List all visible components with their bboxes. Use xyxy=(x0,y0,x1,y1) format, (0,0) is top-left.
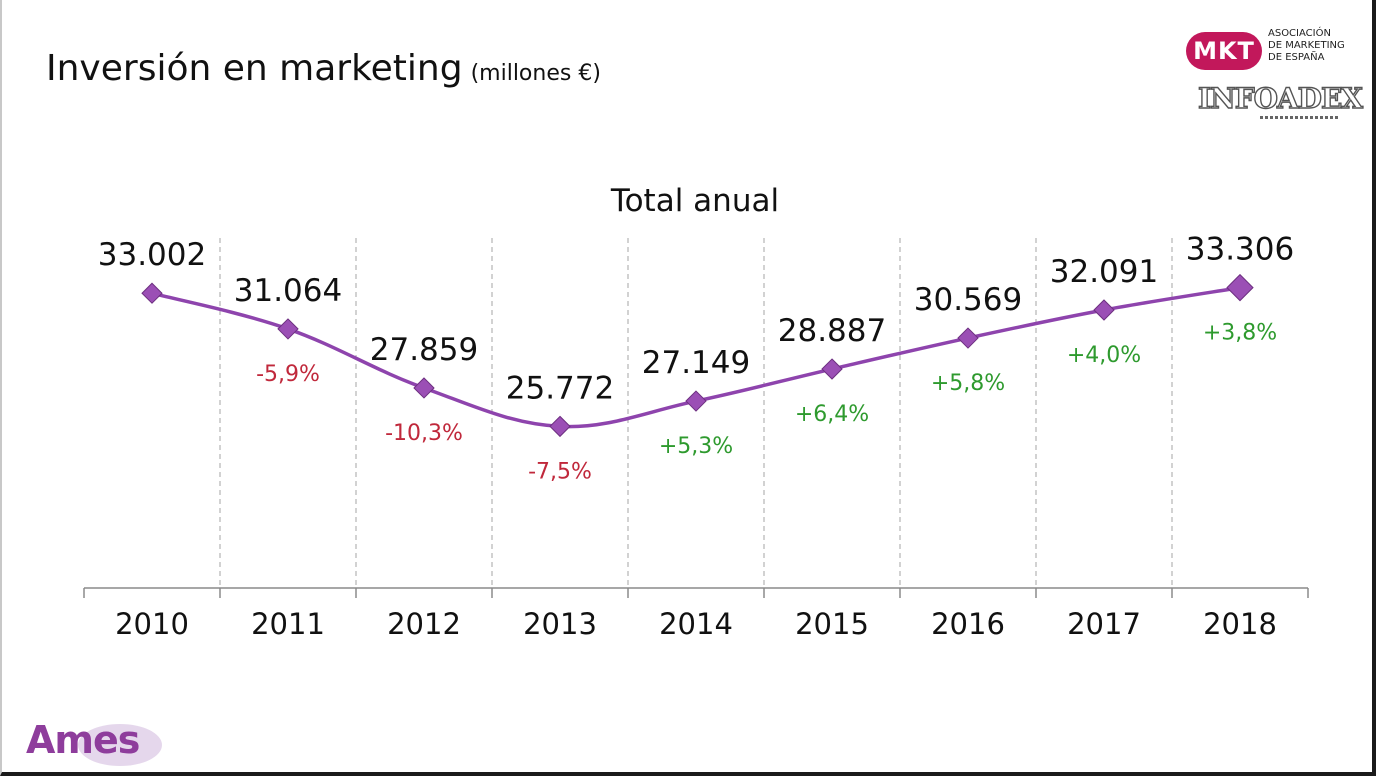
change-label: +6,4% xyxy=(795,402,869,427)
chart-title: Total anual xyxy=(610,183,779,219)
data-point-marker xyxy=(957,327,979,349)
data-point-marker xyxy=(1226,273,1254,302)
mkt-logo-line: ASOCIACIÓN xyxy=(1268,28,1331,39)
chart-grid xyxy=(219,238,1173,588)
ames-logo-ring xyxy=(78,724,162,766)
slide-title-text: Inversión en marketing xyxy=(46,48,463,89)
infoadex-logo: INFOADEX xyxy=(1197,81,1364,122)
change-label: +5,3% xyxy=(659,434,733,459)
value-label: 31.064 xyxy=(234,273,342,309)
data-point-marker xyxy=(413,377,435,399)
change-label: -7,5% xyxy=(528,459,592,484)
x-tick-label: 2012 xyxy=(387,607,461,641)
value-label: 33.002 xyxy=(98,237,206,273)
slide-title: Inversión en marketing (millones €) xyxy=(46,48,601,89)
series xyxy=(141,273,1254,438)
slide-title-unit: (millones €) xyxy=(470,61,601,86)
value-label: 32.091 xyxy=(1050,254,1158,290)
value-label: 30.569 xyxy=(914,282,1022,318)
x-tick-label: 2017 xyxy=(1067,607,1141,641)
mkt-logo-line: DE MARKETING xyxy=(1268,40,1345,51)
data-point-marker xyxy=(685,390,707,412)
ames-logo: Ames xyxy=(26,718,162,774)
mkt-badge: MKT xyxy=(1186,32,1262,70)
value-label: 28.887 xyxy=(778,313,886,349)
x-tick-label: 2018 xyxy=(1203,607,1277,641)
data-point-marker xyxy=(549,415,571,438)
change-label: -10,3% xyxy=(385,421,463,446)
x-tick-label: 2014 xyxy=(659,607,733,641)
mkt-logo-text: ASOCIACIÓN DE MARKETING DE ESPAÑA xyxy=(1268,28,1345,64)
mkt-logo: MKT ASOCIACIÓN DE MARKETING DE ESPAÑA xyxy=(1186,28,1346,78)
ames-logo-text: Ames xyxy=(26,718,140,762)
data-labels: 33.002 31.064 -5,9% 27.859 -10,3% 25.772 -7,5%… xyxy=(98,232,1294,485)
value-label: 25.772 xyxy=(506,370,614,406)
change-label: +3,8% xyxy=(1203,321,1277,346)
change-label: +4,0% xyxy=(1067,343,1141,368)
x-tick-label: 2013 xyxy=(523,607,597,641)
data-point-marker xyxy=(141,282,163,304)
value-label: 27.859 xyxy=(370,332,478,368)
data-point-marker xyxy=(277,318,299,340)
data-point-marker xyxy=(821,358,843,380)
change-label: -5,9% xyxy=(256,362,320,387)
x-tick-label: 2010 xyxy=(115,607,189,641)
x-tick-label: 2015 xyxy=(795,607,869,641)
x-tick-label: 2011 xyxy=(251,607,325,641)
x-axis: 2010 2011 2012 2013 2014 2015 2016 2017 2018 xyxy=(83,587,1309,641)
data-point-marker xyxy=(1093,299,1115,321)
x-tick-label: 2016 xyxy=(931,607,1005,641)
value-label: 27.149 xyxy=(642,345,750,381)
mkt-logo-line: DE ESPAÑA xyxy=(1268,52,1325,63)
value-label: 33.306 xyxy=(1186,232,1294,268)
change-label: +5,8% xyxy=(931,371,1005,396)
